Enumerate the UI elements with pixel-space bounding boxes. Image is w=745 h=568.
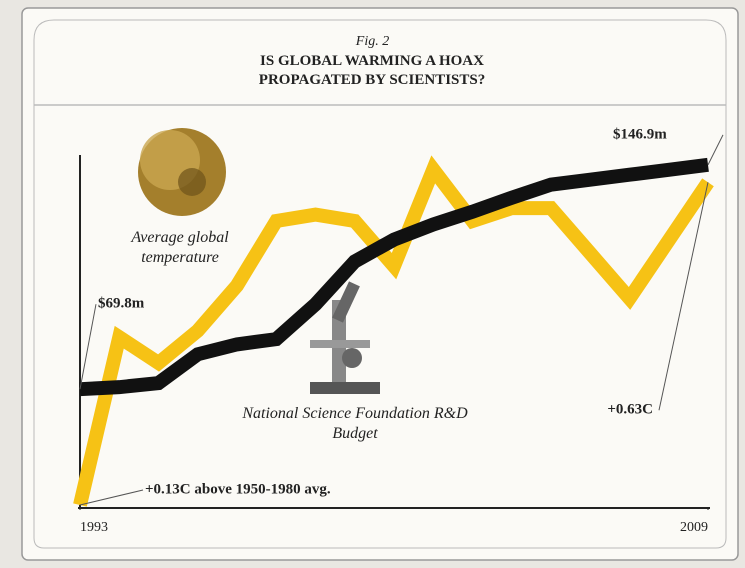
leader-line	[707, 134, 724, 166]
globe-icon	[138, 128, 226, 216]
microscope-icon	[310, 281, 380, 394]
chart-title: IS GLOBAL WARMING A HOAX PROPAGATED BY S…	[258, 53, 486, 88]
value-label: +0.13C above 1950-1980 avg.	[145, 481, 331, 497]
series-line	[79, 157, 709, 397]
series-line	[73, 155, 714, 507]
value-label: $146.9m	[613, 126, 667, 142]
value-label: +0.63C	[607, 402, 653, 418]
figure-label: Fig. 2	[355, 34, 390, 49]
value-label: $69.8m	[98, 296, 145, 312]
leader-line	[79, 304, 97, 390]
inner-frame	[33, 19, 727, 549]
series-label: National Science Foundation R&D Budget	[242, 405, 468, 442]
frame	[21, 7, 739, 561]
series-label: Average global temperature	[131, 229, 229, 266]
x-tick-label: 2009	[680, 520, 708, 535]
leader-line	[658, 182, 709, 411]
x-tick-label: 1993	[80, 520, 108, 535]
leader-line	[79, 489, 144, 506]
